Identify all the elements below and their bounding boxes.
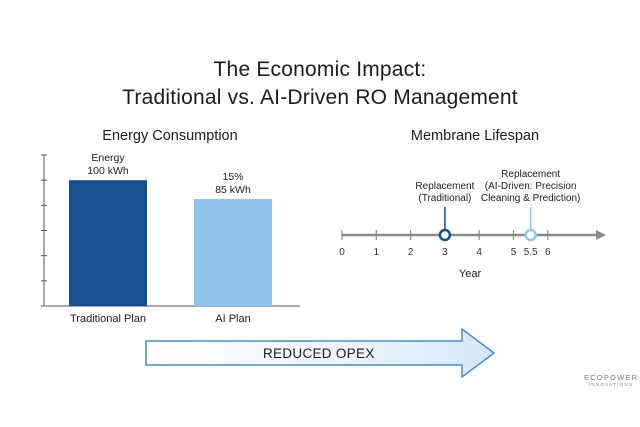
logo-line-1: ECOPOWER xyxy=(584,373,639,382)
reduced-opex-arrow xyxy=(145,328,495,378)
annotation-ai-driven: Replacement (AI-Driven: Precision Cleaning… xyxy=(466,169,596,205)
timeline-tick-label: 3 xyxy=(442,247,448,258)
bar-data-label-line2: 85 kWh xyxy=(215,184,251,197)
annotation-line: Cleaning & Prediction) xyxy=(480,193,581,204)
timeline-tick-label: 0 xyxy=(339,247,345,258)
annotation-line: (Traditional) xyxy=(418,193,472,204)
bar-data-label-line1: 15% xyxy=(222,171,244,184)
timeline-chart-title: Membrane Lifespan xyxy=(410,128,540,144)
bar-data-label: 15% 85 kWh xyxy=(188,171,278,197)
timeline-tick-label: 1 xyxy=(373,247,380,258)
reduced-opex-label: REDUCED OPEX xyxy=(263,346,375,361)
bar-data-label: Energy 100 kWh xyxy=(63,152,153,178)
timeline-tick-label: 5.5 xyxy=(523,247,538,258)
timeline-xlabel: Year xyxy=(458,268,482,280)
logo-line-2: INNOVATIONS xyxy=(588,382,634,387)
marker-traditional xyxy=(438,228,452,242)
bar-category-label: AI Plan xyxy=(215,313,251,325)
annotation-line: (AI-Driven: Precision xyxy=(484,181,577,192)
timeline-tick-label: 6 xyxy=(545,247,551,258)
annotation-line: Replacement xyxy=(501,169,561,180)
timeline-tick-label: 2 xyxy=(407,247,414,258)
ecopower-logo: ECOPOWER INNOVATIONS xyxy=(584,373,638,387)
title-line-2: Traditional vs. AI-Driven RO Management xyxy=(122,86,518,109)
timeline-tick-label: 5 xyxy=(510,247,517,258)
annotation-line: Replacement xyxy=(415,181,475,192)
title-line-1: The Economic Impact: xyxy=(213,58,427,81)
annotation-traditional: Replacement (Traditional) xyxy=(405,181,485,205)
bar-data-label-line1: Energy xyxy=(91,152,125,165)
timeline-tick-label: 4 xyxy=(476,247,482,258)
bar-chart-title: Energy Consumption xyxy=(102,128,238,144)
bar-category-label: Traditional Plan xyxy=(69,313,147,325)
marker-ai-driven xyxy=(524,228,537,242)
bar-traditional xyxy=(69,180,147,306)
bar-ai xyxy=(194,199,272,306)
bar-data-label-line2: 100 kWh xyxy=(87,165,129,178)
timeline-arrowhead xyxy=(596,230,606,240)
